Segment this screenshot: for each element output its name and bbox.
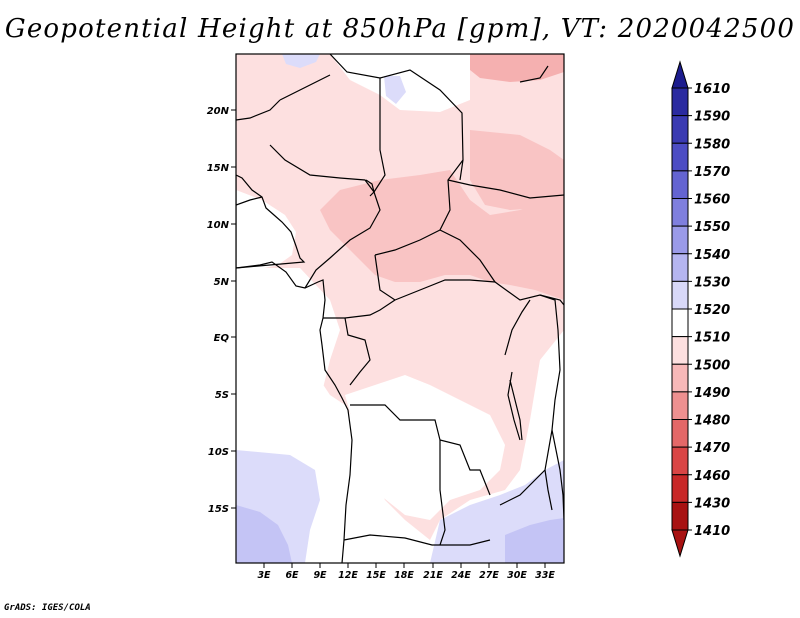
colorbar-label: 1470 bbox=[694, 441, 730, 456]
colorbar-swatch bbox=[671, 336, 689, 365]
lat-label-10s: 10S bbox=[208, 447, 229, 458]
lat-label-5s: 5S bbox=[215, 390, 229, 401]
lon-label-3e: 3E bbox=[257, 570, 271, 581]
lon-label-6e: 6E bbox=[285, 570, 299, 581]
colorbar-label: 1490 bbox=[694, 386, 730, 401]
border-nigeria-cameroon bbox=[304, 191, 381, 289]
border-algeria-niger bbox=[329, 54, 464, 181]
field-1490-east bbox=[470, 130, 564, 210]
west-africa-coast bbox=[236, 174, 306, 269]
lat-label-15s: 15S bbox=[208, 504, 229, 515]
chad-lake bbox=[365, 179, 375, 197]
map-frame bbox=[235, 53, 565, 564]
field-1510-gulf bbox=[236, 268, 345, 455]
colorbar-swatch bbox=[671, 198, 689, 227]
lon-label-21e: 21E bbox=[423, 570, 443, 581]
east-africa-coast bbox=[551, 429, 564, 521]
colorbar-label: 1520 bbox=[694, 303, 730, 318]
lake-tanganyika bbox=[509, 379, 523, 441]
colorbar-label: 1460 bbox=[694, 469, 730, 484]
lake-malawi bbox=[544, 469, 553, 511]
colorbar-swatch bbox=[671, 87, 689, 117]
border-west bbox=[236, 99, 281, 206]
lat-label-20n: 20N bbox=[207, 106, 230, 117]
colorbar-label: 1610 bbox=[694, 82, 730, 97]
border-mali-niger bbox=[279, 74, 331, 101]
border-congo bbox=[344, 317, 371, 386]
lon-label-12e: 12E bbox=[338, 570, 358, 581]
colorbar-swatch bbox=[671, 253, 689, 282]
grads-credit: GrADS: IGES/COLA bbox=[4, 603, 91, 613]
border-east-africa bbox=[499, 294, 561, 506]
coastlines-and-borders bbox=[236, 54, 564, 563]
lon-label-9e: 9E bbox=[313, 570, 327, 581]
colorbar-label: 1480 bbox=[694, 414, 730, 429]
lat-label-10n: 10N bbox=[207, 220, 230, 231]
colorbar: 1610 1590 1580 1570 1560 1550 1540 1530 1520 1510… bbox=[671, 60, 730, 558]
colorbar-label: 1580 bbox=[694, 137, 730, 152]
colorbar-swatch bbox=[671, 170, 689, 199]
lat-ticks bbox=[231, 109, 236, 509]
lon-label-24e: 24E bbox=[451, 570, 471, 581]
colorbar-swatch bbox=[671, 363, 689, 393]
colorbar-label: 1550 bbox=[694, 220, 730, 235]
lat-label-eq: EQ bbox=[214, 333, 230, 344]
border-namibia bbox=[343, 534, 491, 546]
colorbar-swatch bbox=[671, 501, 689, 531]
colorbar-swatch bbox=[671, 308, 689, 338]
colorbar-label: 1540 bbox=[694, 248, 730, 263]
lon-label-27e: 27E bbox=[479, 570, 499, 581]
colorbar-label: 1500 bbox=[694, 358, 730, 373]
lon-label-15e: 15E bbox=[366, 570, 386, 581]
field-1520-north-patch bbox=[282, 54, 320, 68]
colorbar-swatch bbox=[671, 419, 689, 448]
colorbar-top-arrow bbox=[671, 60, 689, 89]
field-1520-north-patch-2 bbox=[384, 76, 406, 104]
lon-label-18e: 18E bbox=[394, 570, 414, 581]
colorbar-label: 1560 bbox=[694, 193, 730, 208]
gulf-of-guinea-coast bbox=[236, 261, 353, 563]
border-cameroon-south bbox=[323, 299, 396, 319]
colorbar-label: 1590 bbox=[694, 110, 730, 125]
colorbar-swatch bbox=[671, 115, 689, 144]
lat-label-15n: 15N bbox=[207, 163, 230, 174]
horn-of-africa-border bbox=[519, 65, 549, 83]
lon-ticks bbox=[263, 563, 546, 568]
chart-title: Geopotential Height at 850hPa [gpm], VT:… bbox=[4, 14, 796, 44]
lat-label-5n: 5N bbox=[214, 277, 230, 288]
lon-label-30e: 30E bbox=[507, 570, 527, 581]
field-1530-southwest bbox=[236, 505, 292, 563]
border-chad bbox=[373, 78, 386, 193]
border-sudan-ss bbox=[447, 179, 564, 199]
border-niger-nigeria bbox=[269, 144, 375, 193]
colorbar-swatch bbox=[671, 142, 689, 172]
colorbar-swatch bbox=[671, 225, 689, 255]
colorbar-swatch bbox=[671, 446, 689, 476]
lon-label-33e: 33E bbox=[535, 570, 555, 581]
field-1490-ne bbox=[470, 54, 564, 82]
field-1510-central bbox=[345, 375, 505, 520]
border-east-lakes bbox=[504, 299, 531, 441]
field-1530-southeast bbox=[505, 518, 564, 563]
colorbar-swatch bbox=[671, 391, 689, 420]
map-plot-area bbox=[236, 54, 564, 563]
border-angola-zambia bbox=[439, 440, 446, 546]
colorbar-label: 1410 bbox=[694, 524, 730, 539]
colorbar-label: 1430 bbox=[694, 496, 730, 511]
field-1510-west bbox=[236, 190, 296, 270]
colorbar-label: 1530 bbox=[694, 275, 730, 290]
colorbar-label: 1510 bbox=[694, 331, 730, 346]
colorbar-swatch bbox=[671, 474, 689, 503]
colorbar-swatch bbox=[671, 280, 689, 310]
field-1490-sahel bbox=[320, 170, 564, 300]
colorbar-bottom-arrow bbox=[671, 529, 689, 558]
colorbar-label: 1570 bbox=[694, 165, 730, 180]
